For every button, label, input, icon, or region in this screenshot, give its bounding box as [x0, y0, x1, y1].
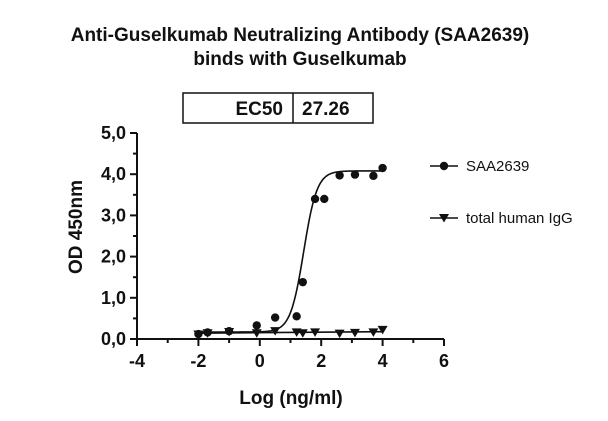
data-point-saa2639: [224, 326, 234, 336]
chart-title: Anti-Guselkumab Neutralizing Antibody (S…: [71, 25, 530, 46]
y-tick-label: 3,0: [101, 205, 126, 225]
fit-curves: [198, 170, 383, 334]
chart-subtitle: binds with Guselkumab: [193, 49, 406, 70]
x-tick-label: -4: [129, 351, 145, 371]
legend-marker-total-human-igg: [439, 214, 449, 223]
data-point-total-human-igg: [310, 328, 321, 337]
data-point-saa2639: [310, 194, 320, 204]
x-tick-label: 0: [255, 351, 265, 371]
data-point-saa2639: [335, 171, 344, 180]
data-point-total-human-igg: [349, 328, 360, 338]
fit-curve-saa2639: [198, 170, 383, 333]
data-point-total-human-igg: [334, 329, 345, 339]
legend: SAA2639 total human IgG: [430, 158, 573, 227]
data-point-total-human-igg: [297, 329, 308, 338]
y-tick-label: 0,0: [101, 329, 126, 349]
data-point-total-human-igg: [251, 329, 262, 338]
y-tick-label: 2,0: [101, 247, 126, 267]
data-point-saa2639: [203, 328, 212, 337]
x-axis-label: Log (ng/ml): [239, 388, 342, 409]
data-point-saa2639: [298, 277, 307, 287]
data-point-saa2639: [350, 170, 360, 179]
ec50-value: 27.26: [302, 99, 350, 120]
data-point-total-human-igg: [368, 328, 379, 337]
data-point-total-human-igg: [377, 325, 388, 335]
data-point-saa2639: [369, 171, 378, 181]
data-point-saa2639: [292, 312, 301, 321]
data-point-saa2639: [194, 329, 203, 339]
y-tick-label: 1,0: [101, 288, 126, 308]
legend-marker-saa2639: [439, 161, 449, 171]
data-point-saa2639: [270, 313, 280, 322]
axes: 0,0 1,0 2,0 3,0 4,0 5,0 -4 -2 0 2 4 6: [101, 123, 449, 371]
x-tick-label: 2: [316, 351, 326, 371]
data-point-saa2639: [320, 194, 329, 204]
data-point-total-human-igg: [270, 327, 281, 336]
legend-label-saa2639: SAA2639: [466, 158, 529, 175]
data-point-saa2639: [252, 321, 261, 330]
x-tick-label: -2: [190, 351, 206, 371]
ec50-table: EC50 27.26: [182, 92, 374, 124]
x-tick-label: 4: [378, 351, 388, 371]
x-tick-label: 6: [439, 351, 449, 371]
y-tick-label: 5,0: [101, 123, 126, 143]
ec50-label: EC50: [235, 99, 283, 120]
data-points: [193, 163, 388, 339]
data-point-saa2639: [378, 163, 387, 173]
y-tick-label: 4,0: [101, 164, 126, 184]
y-axis-label: OD 450nm: [66, 180, 87, 274]
legend-label-total-human-igg: total human IgG: [466, 210, 573, 227]
